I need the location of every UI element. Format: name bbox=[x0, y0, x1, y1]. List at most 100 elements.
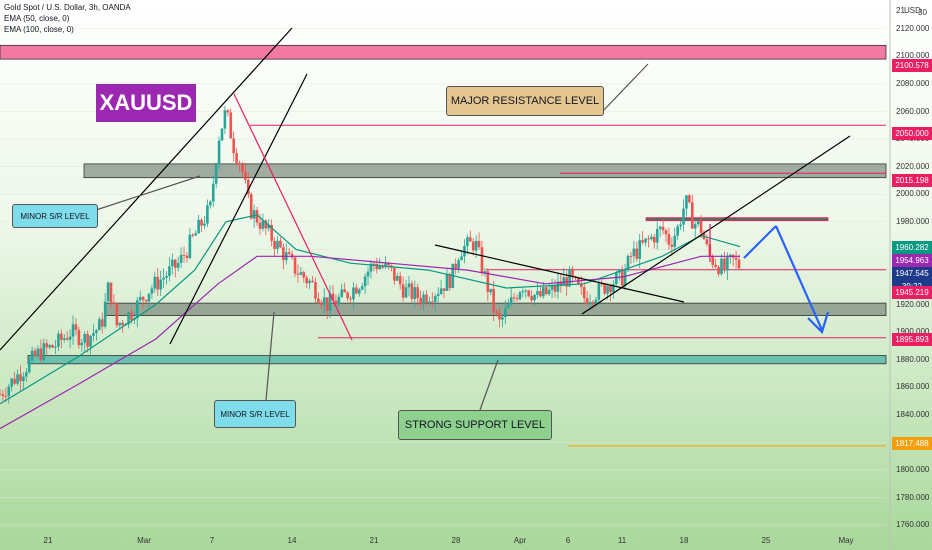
candle-body bbox=[504, 308, 507, 318]
candle-body bbox=[568, 268, 571, 287]
candle-body bbox=[276, 240, 279, 249]
candle-body bbox=[197, 219, 200, 234]
candle-body bbox=[670, 244, 674, 247]
candle-body bbox=[515, 298, 519, 300]
candle-body bbox=[579, 284, 583, 288]
candle-body bbox=[539, 291, 542, 297]
candle-body bbox=[609, 285, 612, 293]
price-label: 1954.963 bbox=[892, 254, 932, 267]
candle-body bbox=[620, 269, 624, 286]
candle-body bbox=[375, 263, 379, 270]
candle-body bbox=[448, 274, 452, 288]
minor-sr-callout-top: MINOR S/R LEVEL bbox=[12, 204, 98, 228]
candle-body bbox=[591, 302, 595, 304]
candle-body bbox=[655, 228, 659, 243]
drawings bbox=[0, 27, 851, 411]
candle-body bbox=[246, 179, 250, 195]
candle-body bbox=[19, 374, 22, 382]
candle-body bbox=[372, 263, 376, 265]
pointer-minor-bottom bbox=[265, 311, 275, 401]
y-tick-top-right: 30 bbox=[918, 8, 927, 17]
candle-body bbox=[393, 267, 396, 281]
candle-body bbox=[547, 289, 551, 295]
candle-body bbox=[115, 303, 119, 326]
x-tick-label: Mar bbox=[137, 536, 151, 545]
price-label: 1960.282 bbox=[892, 241, 932, 254]
candle-body bbox=[664, 230, 668, 235]
candle-body bbox=[89, 335, 92, 347]
candle-body bbox=[355, 287, 358, 294]
candle-body bbox=[466, 237, 469, 246]
candle-body bbox=[679, 224, 682, 227]
y-tick-label: 2000.000 bbox=[896, 189, 930, 199]
major-resistance-callout: MAJOR RESISTANCE LEVEL bbox=[446, 86, 604, 116]
candle-body bbox=[296, 273, 300, 275]
candle-body bbox=[471, 241, 475, 251]
chart-legend: Gold Spot / U.S. Dollar, 3h, OANDA EMA (… bbox=[4, 2, 131, 35]
candle-body bbox=[398, 276, 402, 285]
candle-body bbox=[422, 294, 425, 304]
candle-body bbox=[653, 236, 656, 243]
candle-body bbox=[185, 255, 189, 259]
trendline-triangle-top bbox=[434, 244, 685, 303]
pointer-major bbox=[601, 63, 649, 113]
candle-body bbox=[366, 271, 370, 277]
major-resistance-zone bbox=[0, 44, 887, 60]
candle-body bbox=[711, 256, 715, 265]
candle-body bbox=[431, 301, 434, 303]
candle-body bbox=[162, 277, 165, 280]
candle-body bbox=[334, 300, 338, 305]
candle-body bbox=[144, 299, 148, 302]
candle-body bbox=[13, 378, 16, 384]
candle-body bbox=[556, 281, 560, 292]
candle-body bbox=[492, 288, 495, 312]
candle-body bbox=[106, 282, 110, 302]
candle-body bbox=[24, 372, 28, 377]
y-tick-label: 1900.000 bbox=[896, 327, 930, 337]
candle-body bbox=[518, 292, 522, 300]
candle-body bbox=[436, 294, 440, 297]
candle-body bbox=[696, 221, 700, 225]
candle-body bbox=[635, 248, 639, 259]
candle-body bbox=[343, 289, 346, 293]
candle-body bbox=[211, 183, 215, 202]
candle-body bbox=[682, 208, 685, 225]
candle-body bbox=[7, 386, 11, 397]
candle-body bbox=[10, 378, 13, 387]
candle-body bbox=[249, 194, 253, 219]
candle-body bbox=[524, 290, 528, 292]
candle-body bbox=[147, 293, 151, 302]
y-tick-label: 1780.000 bbox=[896, 492, 930, 502]
y-tick-label: 2100.000 bbox=[896, 51, 930, 61]
candles bbox=[0, 105, 741, 404]
candle-body bbox=[51, 345, 54, 348]
candle-body bbox=[100, 319, 104, 327]
trendline-left-outer bbox=[0, 27, 293, 351]
candle-body bbox=[454, 263, 457, 269]
x-tick-label: May bbox=[838, 536, 854, 545]
candle-body bbox=[135, 300, 139, 319]
candle-body bbox=[33, 350, 37, 357]
candle-body bbox=[0, 394, 2, 396]
candle-body bbox=[203, 223, 206, 226]
candle-body bbox=[331, 293, 335, 301]
symbol-badge: XAUUSD bbox=[96, 84, 196, 122]
y-tick-label: 1980.000 bbox=[896, 216, 930, 226]
candle-body bbox=[600, 283, 604, 285]
price-label: 2015.198 bbox=[892, 174, 932, 187]
candle-body bbox=[317, 298, 320, 303]
candle-body bbox=[252, 210, 256, 219]
x-tick-label: 28 bbox=[451, 536, 461, 545]
candle-body bbox=[530, 296, 533, 301]
projection-up bbox=[743, 225, 777, 259]
candle-body bbox=[282, 247, 285, 261]
candle-body bbox=[36, 348, 40, 357]
candle-body bbox=[384, 262, 387, 268]
y-tick-label: 2120.000 bbox=[896, 23, 930, 33]
candle-body bbox=[699, 221, 703, 233]
candle-body bbox=[460, 256, 463, 261]
candle-body bbox=[717, 266, 720, 275]
candle-body bbox=[439, 288, 443, 295]
candle-body bbox=[1, 394, 5, 396]
